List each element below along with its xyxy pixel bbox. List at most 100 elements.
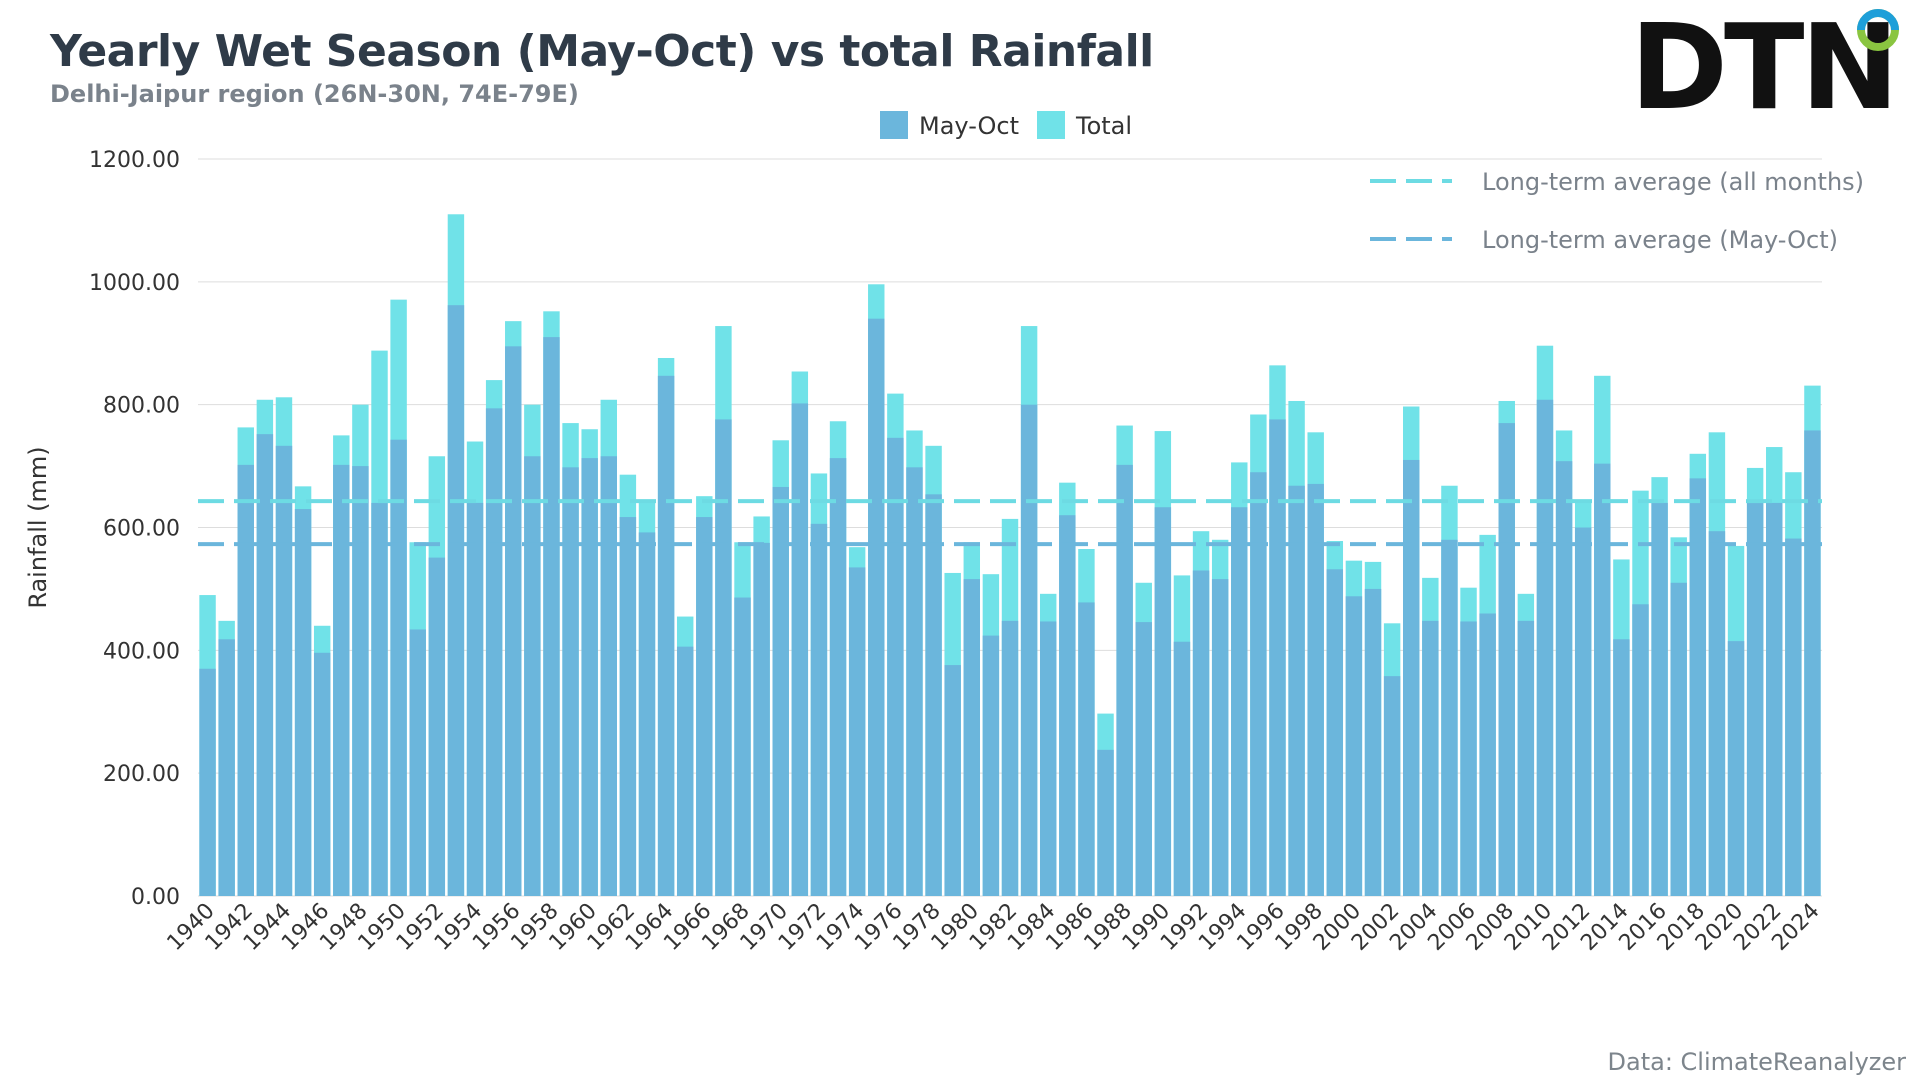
bar-may-oct [1078,602,1095,896]
bar-may-oct [199,668,216,896]
bar-may-oct [715,419,732,896]
bar-may-oct [1403,459,1420,896]
bar-may-oct [1555,461,1573,896]
bar-may-oct [1689,478,1707,896]
bar-may-oct [848,567,866,896]
y-tick-label: 0.00 [131,885,180,910]
y-tick-label: 400.00 [103,639,180,664]
bar-may-oct [1231,507,1248,896]
bar-may-oct [447,305,465,897]
chart-title: Yearly Wet Season (May-Oct) vs total Rai… [50,26,1154,77]
bar-may-oct [1097,749,1114,896]
bar-may-oct [638,532,656,896]
bar-may-oct [829,458,847,896]
bar-may-oct [466,502,484,896]
bar-may-oct [237,464,254,896]
bar-may-oct [1441,539,1458,896]
bar-may-oct [1708,531,1726,896]
bar-may-oct [1746,502,1764,896]
bar-may-oct [333,464,350,896]
bar-may-oct [1632,604,1649,896]
bar-may-oct [810,523,828,896]
legend-label-total: Total [1075,112,1132,140]
bar-may-oct [676,646,694,896]
ref-legend-label-all-months: Long-term average (all months) [1482,168,1864,196]
bar-may-oct [1345,596,1363,896]
bar-may-oct [1498,423,1515,896]
bar-may-oct [543,337,560,896]
legend-swatch-total [1037,111,1065,139]
reference-legend: Long-term average (all months) Long-term… [1370,168,1864,254]
bar-may-oct [1039,621,1057,896]
bar-may-oct [294,509,312,896]
bar-may-oct [505,346,522,897]
bar-may-oct [1059,515,1076,896]
bar-may-oct [275,445,293,896]
bar-may-oct [1479,613,1496,896]
bar-may-oct [352,466,369,896]
bar-may-oct [1326,569,1344,896]
bar-may-oct [887,437,904,896]
bar-may-oct [1536,399,1554,896]
bar-may-oct [791,403,809,896]
bar-may-oct [1135,622,1152,896]
y-tick-label: 1000.00 [89,271,180,296]
legend-label-may-oct: May-Oct [919,112,1019,140]
bar-may-oct [313,652,331,896]
dtn-logo: DTN [1630,0,1920,136]
bar-may-oct [562,467,579,896]
bar-may-oct [1383,676,1401,896]
bar-may-oct [1020,404,1038,896]
bar-may-oct [485,408,503,896]
data-source: Data: ClimateReanalyzer [1607,1048,1906,1076]
bar-may-oct [600,456,617,896]
bar-may-oct [428,557,446,896]
bar-may-oct [1574,527,1592,896]
bar-may-oct [581,458,598,896]
bar-may-oct [1517,620,1535,896]
legend-swatch-may-oct [880,111,908,139]
bar-may-oct [218,639,235,896]
bar-may-oct [1154,507,1172,896]
y-tick-label: 800.00 [103,394,180,419]
y-tick-label: 1200.00 [89,148,180,173]
bar-may-oct [371,502,388,896]
x-axis-ticks: 1940194219441946194819501952195419561958… [163,899,1825,956]
bar-may-oct [256,434,274,896]
bar-may-oct [1460,621,1477,896]
bar-may-oct [1116,464,1133,896]
bar-may-oct [1670,582,1687,896]
bar-may-oct [1727,641,1745,896]
y-axis-label: Rainfall (mm) [24,446,52,608]
bar-may-oct [1804,430,1821,896]
ref-legend-label-may-oct: Long-term average (May-Oct) [1482,226,1838,254]
y-tick-label: 200.00 [103,762,180,787]
bar-may-oct [963,579,981,896]
bar-may-oct [1766,502,1783,896]
bar-may-oct [1594,463,1611,896]
bar-may-oct [753,542,770,896]
logo-text: DTN [1630,6,1895,121]
y-axis-ticks: 0.00 200.00 400.00 600.00 800.00 1000.00 1200.… [89,148,180,910]
chart-subtitle: Delhi-Jaipur region (26N-30N, 74E-79E) [50,80,579,108]
bar-may-oct [1613,639,1630,896]
bar-may-oct [524,456,541,896]
bar-may-oct [1307,483,1324,896]
bars [199,214,1821,897]
reference-lines [198,499,1822,547]
bar-may-oct [1269,419,1286,896]
bar-may-oct [696,517,713,896]
bar-may-oct [944,665,961,896]
bar-may-oct [657,375,675,896]
bar-may-oct [1001,620,1019,896]
bar-may-oct [982,635,1000,896]
y-tick-label: 600.00 [103,517,180,542]
bar-may-oct [1364,588,1382,896]
bar-may-oct [772,486,789,896]
bar-may-oct [1422,620,1439,896]
bar-may-oct [390,439,407,896]
bar-may-oct [906,467,923,896]
bar-may-oct [734,597,751,896]
bar-may-oct [1651,502,1668,896]
